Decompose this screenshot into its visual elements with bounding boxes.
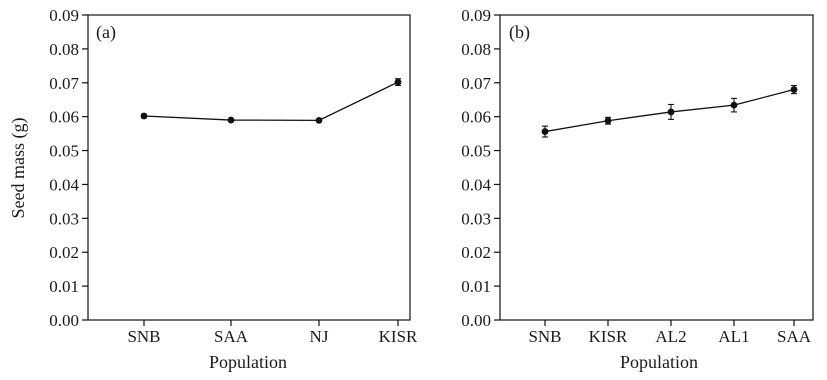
data-point: [667, 108, 675, 116]
x-axis-title: Population: [620, 352, 698, 372]
plot-frame: [499, 14, 814, 321]
x-tick-label: KISR: [589, 327, 628, 346]
y-tick-label: 0.03: [461, 209, 491, 228]
data-point: [790, 86, 798, 93]
y-tick-label: 0.04: [49, 175, 79, 194]
chart-panel-b: (b) Population 0.00 0.01 0.02 0.03 0.04 0.05 0…: [461, 6, 814, 372]
panel-label: (a): [96, 22, 116, 43]
y-tick-label: 0.05: [461, 142, 491, 161]
data-point: [315, 116, 323, 124]
y-tick-label: 0.06: [49, 108, 79, 127]
y-tick-label: 0.09: [49, 6, 79, 25]
y-tick-label: 0.00: [461, 311, 491, 330]
data-point: [140, 112, 148, 120]
y-tick-label: 0.07: [461, 74, 491, 93]
y-tick-label: 0.07: [49, 74, 79, 93]
y-tick-label: 0.02: [461, 243, 491, 262]
x-tick-label: AL2: [655, 327, 686, 346]
x-axis-title: Population: [209, 352, 287, 372]
plot-frame: [87, 14, 411, 321]
x-tick-label: SNB: [127, 327, 160, 346]
y-tick-label: 0.09: [461, 6, 491, 25]
y-tick-label: 0.06: [461, 108, 491, 127]
x-tick-label: SAA: [214, 327, 249, 346]
x-tick-label: KISR: [379, 327, 418, 346]
x-tick-label: AL1: [718, 327, 749, 346]
y-tick-label: 0.03: [49, 209, 79, 228]
series-line: [143, 81, 399, 122]
y-tick-label: 0.08: [461, 40, 491, 59]
y-tick-label: 0.02: [49, 243, 79, 262]
y-tick-label: 0.01: [49, 277, 79, 296]
y-tick-label: 0.05: [49, 142, 79, 161]
data-point: [730, 101, 738, 109]
data-point: [541, 128, 549, 135]
y-axis-title: Seed mass (g): [8, 118, 29, 219]
x-tick-label: SAA: [777, 327, 812, 346]
y-tick-label: 0.01: [461, 277, 491, 296]
y-tick-label: 0.04: [461, 175, 491, 194]
panel-label: (b): [509, 22, 530, 43]
x-tick-label: NJ: [310, 327, 329, 346]
y-tick-label: 0.08: [49, 40, 79, 59]
data-point: [394, 78, 402, 86]
y-tick-label: 0.00: [49, 311, 79, 330]
data-point: [227, 116, 235, 124]
data-point: [604, 117, 612, 125]
chart-panel-a: (a) Population 0.00 0.01 0.02 0.03 0.04 0.05 0…: [49, 6, 418, 372]
x-tick-label: SNB: [528, 327, 561, 346]
